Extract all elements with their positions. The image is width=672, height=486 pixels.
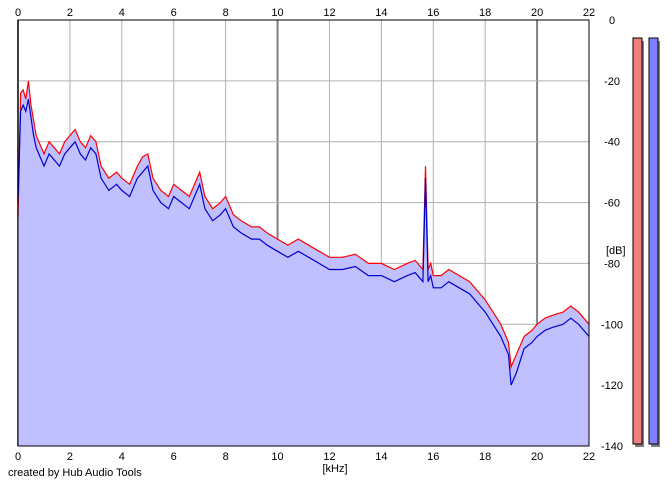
x-tick-label-bottom: 12 xyxy=(323,451,335,463)
x-tick-label-top: 16 xyxy=(427,7,439,19)
x-tick-label-bottom: 14 xyxy=(375,451,387,463)
x-tick-label-top: 2 xyxy=(67,7,73,19)
x-tick-label-bottom: 20 xyxy=(531,451,543,463)
y-tick-label: -100 xyxy=(601,319,623,331)
series-lines xyxy=(17,80,590,386)
level-meter-2 xyxy=(648,37,659,445)
x-tick-label-top: 8 xyxy=(223,7,229,19)
x-tick-label-top: 20 xyxy=(531,7,543,19)
level-meter-1 xyxy=(632,37,643,445)
level-meters xyxy=(632,37,660,447)
y-tick-label: -40 xyxy=(604,137,620,149)
y-unit-label: [dB] xyxy=(606,245,626,257)
y-tick-label: -120 xyxy=(601,380,623,392)
series-line-1 xyxy=(17,80,590,370)
series-line-2 xyxy=(17,98,590,386)
y-tick-labels: 0 -20 -40 -60 -80 -100 -120 -140 xyxy=(601,15,623,453)
x-tick-label-top: 6 xyxy=(171,7,177,19)
y-tick-label: -80 xyxy=(604,258,620,270)
x-tick-label-bottom: 0 xyxy=(15,451,21,463)
y-tick-label: -20 xyxy=(604,76,620,88)
x-tick-label-top: 4 xyxy=(119,7,125,19)
plot-frame xyxy=(17,19,590,447)
x-tick-label-bottom: 16 xyxy=(427,451,439,463)
x-tick-label-bottom: 8 xyxy=(223,451,229,463)
y-tick-label: -60 xyxy=(604,198,620,210)
x-tick-label-top: 22 xyxy=(583,7,595,19)
x-tick-label-top: 14 xyxy=(375,7,387,19)
y-tick-label: -140 xyxy=(601,441,623,453)
spectrum-area xyxy=(18,80,589,447)
x-tick-label-top: 18 xyxy=(479,7,491,19)
x-tick-label-top: 0 xyxy=(15,7,21,19)
x-tick-label-bottom: 18 xyxy=(479,451,491,463)
credit-text: created by Hub Audio Tools xyxy=(8,467,142,479)
x-tick-label-bottom: 10 xyxy=(271,451,283,463)
x-tick-label-top: 12 xyxy=(323,7,335,19)
x-tick-label-bottom: 6 xyxy=(171,451,177,463)
x-tick-label-top: 10 xyxy=(271,7,283,19)
x-tick-label-bottom: 22 xyxy=(583,451,595,463)
x-tick-label-bottom: 2 xyxy=(67,451,73,463)
x-unit-label: [kHz] xyxy=(322,463,347,475)
area-fill xyxy=(18,80,589,447)
y-tick-label: 0 xyxy=(609,15,615,27)
x-tick-label-bottom: 4 xyxy=(119,451,125,463)
plot-border xyxy=(17,19,590,447)
